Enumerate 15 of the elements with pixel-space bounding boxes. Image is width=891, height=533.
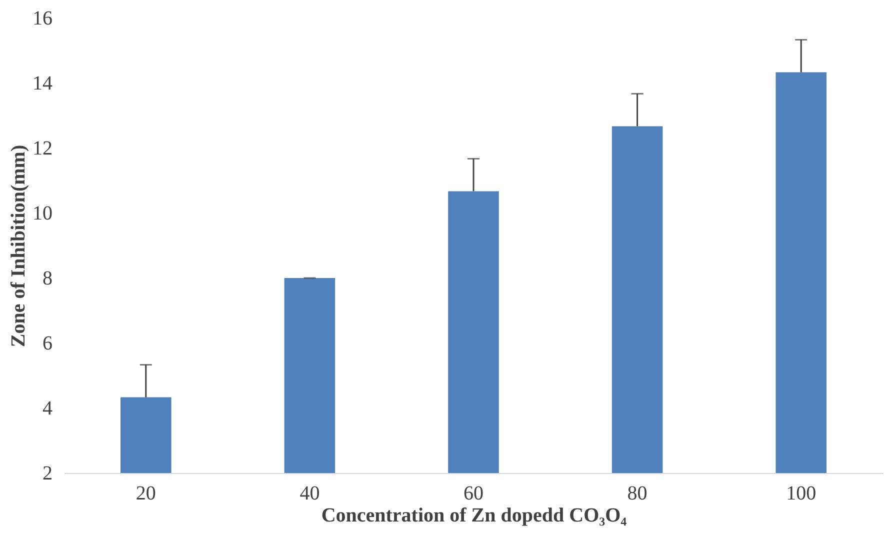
x-tick-label: 80 [627,482,648,504]
y-tick-label: 10 [32,202,52,224]
y-tick-label: 4 [42,398,52,420]
y-tick-label: 2 [42,462,52,484]
y-axis-title: Zone of Inhibition(mm) [8,144,30,348]
x-axis-title: Concentration of Zn dopedd CO₃O₄ [321,504,627,526]
x-tick-label: 100 [786,482,816,504]
y-tick-label: 12 [32,138,52,160]
x-tick-label: 20 [136,482,156,504]
y-tick-label: 6 [42,332,52,354]
y-tick-label: 16 [32,8,52,30]
y-tick-label: 8 [42,268,52,290]
x-tick-label: 40 [300,482,320,504]
y-tick-label: 14 [32,72,52,94]
x-tick-label: 60 [464,482,484,504]
